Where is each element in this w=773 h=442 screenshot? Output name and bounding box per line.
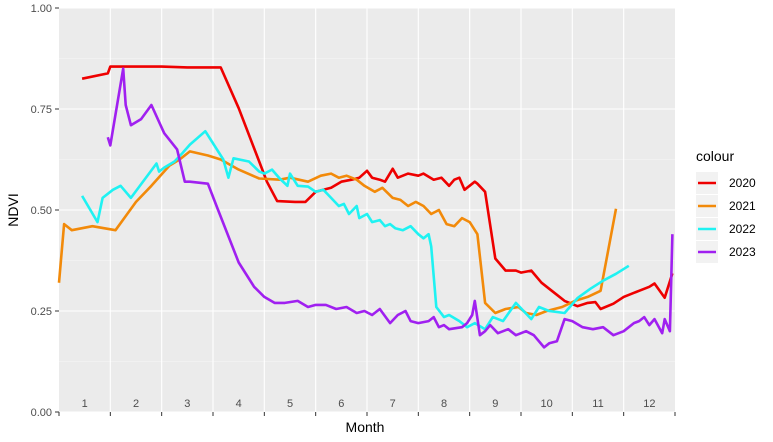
x-tick-label: 2 [133,398,139,410]
series-line-2023 [106,67,674,349]
y-tick-labels: 0.00 0.25 0.50 0.75 1.00 [31,3,52,419]
x-tick-label: 7 [390,398,396,410]
legend-items: 2020 2021 2022 2023 [696,172,756,263]
x-tick-label: 11 [592,398,603,410]
legend-title: colour [696,148,734,164]
legend-label-2022: 2022 [729,222,756,236]
series-lines [57,65,674,349]
x-tick-label: 10 [541,398,553,410]
x-tick-label: 4 [236,398,242,410]
x-tick-label: 1 [82,398,88,410]
grid [59,7,675,413]
series-line-2020 [81,65,674,311]
y-axis-title: NDVI [5,193,21,226]
x-tick-label: 3 [184,398,190,410]
x-tick-label: 6 [338,398,344,410]
y-tick-label: 0.75 [31,104,52,116]
legend-label-2021: 2021 [729,199,756,213]
y-tick-label: 0.50 [31,205,52,217]
axis-ticks [55,7,676,416]
x-tick-label: 8 [441,398,447,410]
x-tick-label: 12 [643,398,655,410]
x-tick-label: 9 [492,398,498,410]
x-axis-title: Month [346,419,385,435]
y-tick-label: 0.25 [31,306,52,318]
legend: colour 2020 2021 2022 2023 [696,148,756,263]
x-tick-labels: 1 2 3 4 5 6 7 8 9 10 11 12 [82,398,656,410]
legend-label-2023: 2023 [729,245,756,259]
y-tick-label: 1.00 [31,3,52,15]
series-line-2022 [80,129,630,331]
legend-label-2020: 2020 [729,176,756,190]
x-tick-label: 5 [287,398,293,410]
y-tick-label: 0.00 [31,407,52,419]
